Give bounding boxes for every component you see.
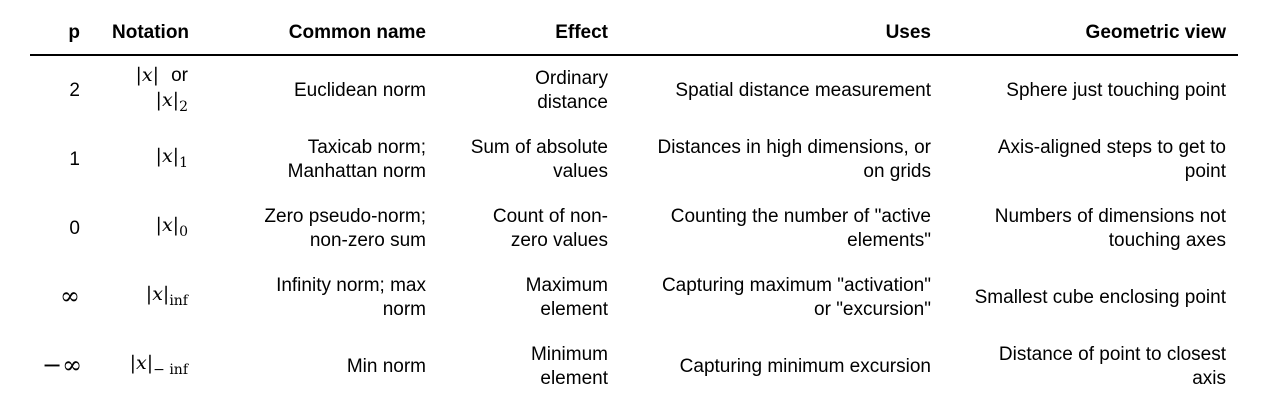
cell-geometric-view: Distance of point to closest axis — [998, 343, 1226, 389]
cell-common-name: Zero pseudo-norm; non-zero sum — [264, 205, 426, 251]
header-geometric-view: Geometric view — [943, 14, 1238, 56]
cell-geometric-view: Axis-aligned steps to get to point — [997, 136, 1226, 182]
cell-notation: |x|1 — [155, 145, 188, 171]
cell-effect: Ordinary distance — [535, 67, 608, 113]
header-common-name: Common name — [200, 14, 438, 56]
cell-notation: |x|0 — [155, 214, 188, 240]
cell-common-name: Infinity norm; max norm — [276, 274, 426, 320]
norms-table-container: p Notation Common name Effect Uses Geome… — [30, 14, 1238, 401]
cell-p: −∞ — [42, 351, 83, 379]
header-uses: Uses — [620, 14, 943, 56]
norms-table: p Notation Common name Effect Uses Geome… — [30, 14, 1238, 401]
cell-notation: |x|− inf — [129, 352, 188, 378]
cell-p: 0 — [69, 217, 80, 239]
table-row: 0 |x|0 Zero pseudo-norm; non-zero sum Co… — [30, 194, 1238, 263]
header-effect: Effect — [438, 14, 620, 56]
header-notation: Notation — [100, 14, 200, 56]
table-row: ∞ |x|inf Infinity norm; max norm Maximum… — [30, 263, 1238, 332]
cell-common-name: Min norm — [346, 355, 426, 377]
cell-geometric-view: Sphere just touching point — [1006, 79, 1226, 101]
cell-uses: Capturing maximum "activation" or "excur… — [661, 274, 931, 320]
cell-p: ∞ — [60, 282, 80, 310]
cell-effect: Sum of absolute values — [470, 136, 608, 182]
table-row: −∞ |x|− inf Min norm Minimum element Cap… — [30, 332, 1238, 401]
cell-common-name: Euclidean norm — [293, 79, 426, 101]
table-row: 1 |x|1 Taxicab norm; Manhattan norm Sum … — [30, 125, 1238, 194]
cell-uses: Spatial distance measurement — [675, 79, 931, 101]
header-row: p Notation Common name Effect Uses Geome… — [30, 14, 1238, 56]
cell-notation: |x| or |x|2 — [135, 63, 188, 115]
cell-uses: Distances in high dimensions, or on grid… — [657, 136, 931, 182]
cell-geometric-view: Numbers of dimensions not touching axes — [994, 205, 1226, 251]
cell-effect: Minimum element — [530, 343, 608, 389]
cell-effect: Count of non- zero values — [492, 205, 608, 251]
cell-notation: |x|inf — [145, 283, 188, 309]
cell-common-name: Taxicab norm; Manhattan norm — [287, 136, 426, 182]
header-p: p — [30, 14, 100, 56]
cell-geometric-view: Smallest cube enclosing point — [974, 286, 1226, 308]
cell-effect: Maximum element — [525, 274, 608, 320]
cell-p: 1 — [69, 148, 80, 170]
cell-uses: Capturing minimum excursion — [679, 355, 931, 377]
cell-uses: Counting the number of "active elements" — [670, 205, 931, 251]
cell-p: 2 — [69, 79, 80, 101]
table-row: 2 |x| or |x|2 Euclidean norm Ordinary di… — [30, 55, 1238, 125]
